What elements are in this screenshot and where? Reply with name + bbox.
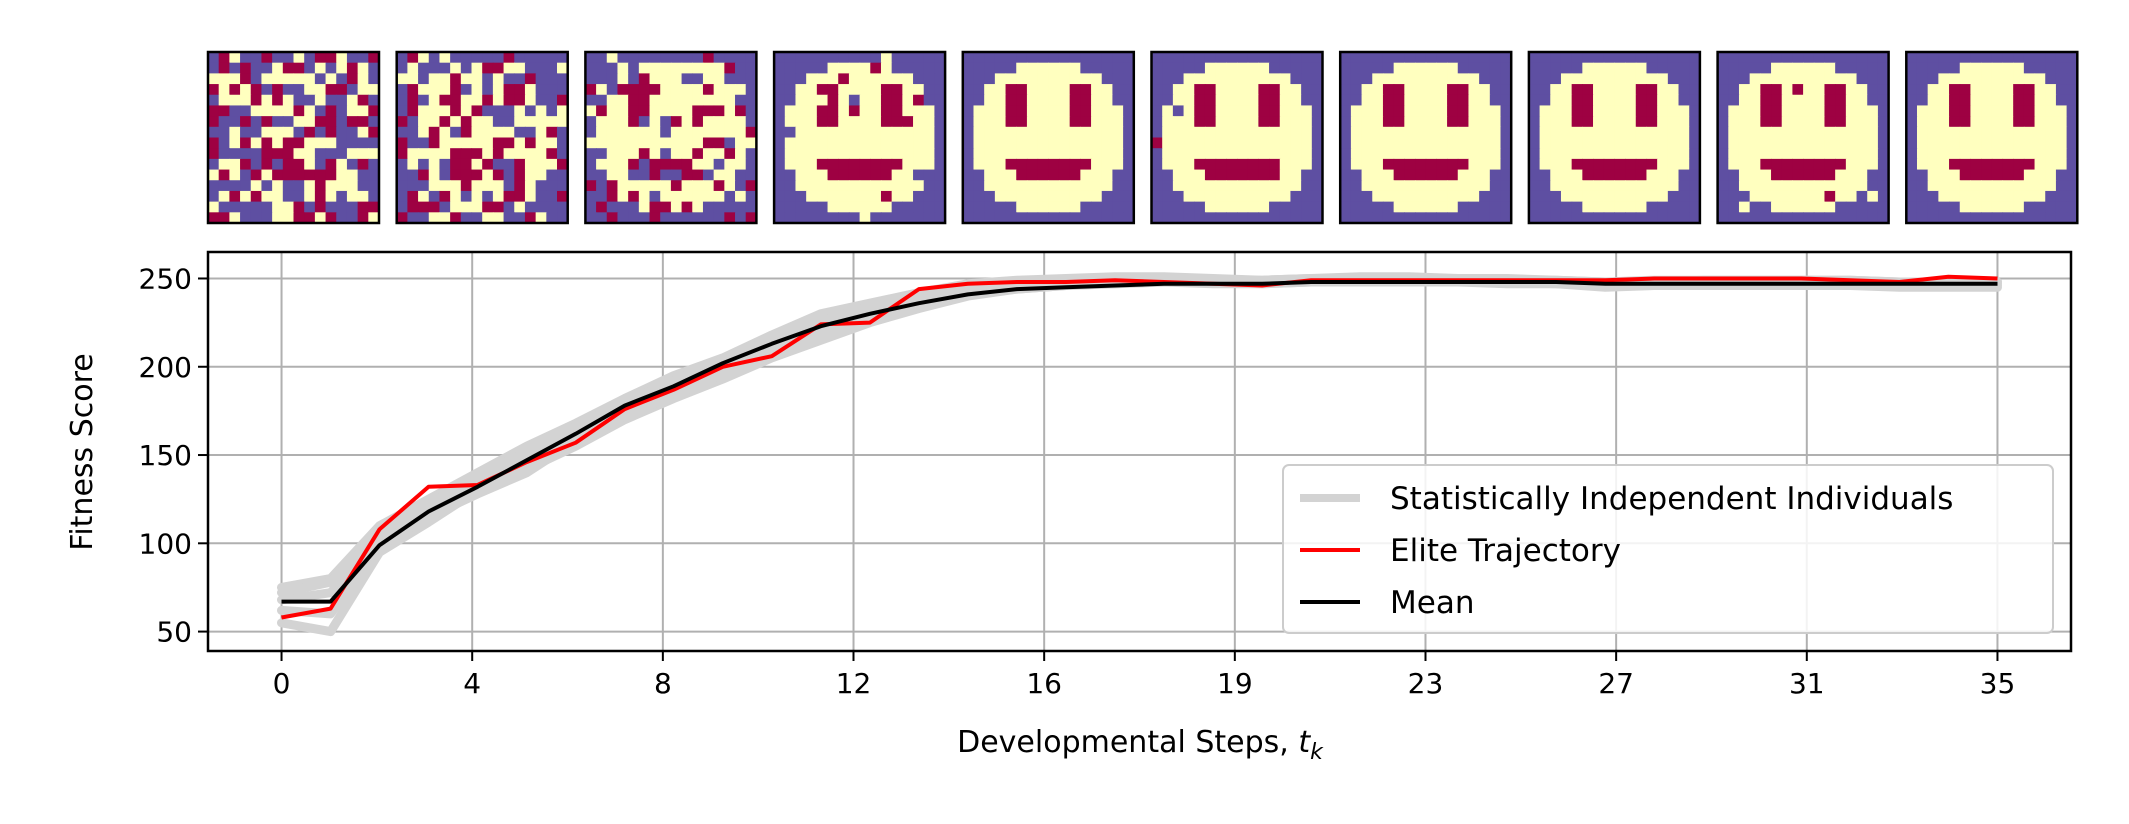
elite-trajectory-line — [281, 274, 1998, 620]
snapshot-4 — [961, 50, 1136, 225]
x-tick-label: 0 — [273, 667, 291, 700]
x-tick-label: 16 — [1026, 667, 1062, 700]
x-tick-label: 23 — [1408, 667, 1444, 700]
snapshot-3 — [772, 50, 947, 225]
snapshot-frame — [206, 50, 381, 225]
snapshot-2 — [584, 50, 758, 225]
x-tick-label: 4 — [463, 667, 481, 700]
legend-label: Statistically Independent Individuals — [1390, 481, 1953, 517]
snapshot-6 — [1338, 50, 1513, 225]
snapshot-frame — [584, 50, 758, 225]
plot-frame — [206, 250, 2073, 653]
x-axis-ticks: 0 4 8 12 16 19 23 27 31 35 — [273, 651, 2016, 700]
x-tick-label: 8 — [654, 667, 672, 700]
snapshot-frame — [1527, 50, 1702, 225]
x-tick-label: 35 — [1980, 667, 2016, 700]
snapshot-frame — [772, 50, 947, 225]
y-tick-label: 200 — [139, 351, 192, 384]
x-tick-label: 31 — [1789, 667, 1825, 700]
snapshot-1 — [395, 50, 569, 225]
legend-label: Elite Trajectory — [1390, 533, 1621, 569]
y-axis-label: Fitness Score — [65, 353, 100, 550]
plot-lines — [277, 272, 2002, 637]
y-tick-label: 250 — [139, 262, 192, 295]
snapshot-9 — [1905, 50, 2079, 225]
legend-label: Mean — [1390, 585, 1474, 621]
y-tick-label: 150 — [139, 439, 192, 472]
x-tick-label: 27 — [1598, 667, 1634, 700]
snapshot-5 — [1150, 50, 1324, 225]
legend-box — [1282, 464, 2054, 634]
snapshot-7 — [1527, 50, 1702, 225]
development-snapshots — [206, 50, 2079, 225]
snapshot-frame — [395, 50, 569, 225]
y-tick-label: 50 — [156, 616, 192, 649]
y-tick-label: 100 — [139, 527, 192, 560]
mean-line — [281, 280, 1998, 604]
fitness-plot: 0 4 8 12 16 19 23 27 31 35 50 100 150 200 250 Develop… — [65, 250, 2073, 765]
legend: Statistically Independent Individuals Eli… — [1282, 464, 2054, 634]
snapshot-frame — [1905, 50, 2079, 225]
x-tick-label: 19 — [1217, 667, 1253, 700]
snapshot-0 — [206, 50, 381, 225]
snapshot-frame — [1716, 50, 1890, 225]
snapshot-frame — [961, 50, 1136, 225]
x-tick-label: 12 — [836, 667, 872, 700]
y-axis-ticks: 50 100 150 200 250 — [139, 262, 208, 649]
x-axis-label: Developmental Steps, tk — [957, 725, 1324, 765]
snapshot-frame — [1338, 50, 1513, 225]
snapshot-8 — [1716, 50, 1890, 225]
snapshot-frame — [1150, 50, 1324, 225]
